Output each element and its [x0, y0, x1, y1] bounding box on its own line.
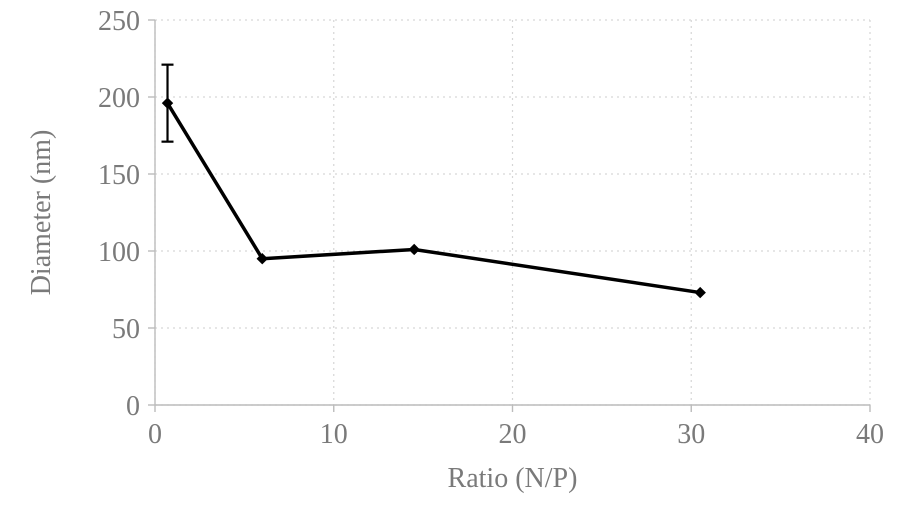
y-tick-label: 250	[98, 6, 140, 37]
y-axis-label: Diameter (nm)	[26, 130, 57, 296]
chart-container: 0 10 20 30 40 0 50 100 150 200 250 Ratio (N/P) Diame…	[0, 0, 908, 529]
y-tick-label: 0	[126, 391, 140, 422]
x-tick-label: 0	[148, 419, 162, 450]
y-tick-label: 100	[98, 237, 140, 268]
x-tick-label: 10	[320, 419, 348, 450]
y-tick-label: 200	[98, 83, 140, 114]
x-tick-label: 20	[499, 419, 527, 450]
line-chart: 0 10 20 30 40 0 50 100 150 200 250 Ratio (N/P) Diame…	[0, 0, 908, 529]
x-tick-label: 40	[856, 419, 884, 450]
x-axis-label: Ratio (N/P)	[448, 463, 578, 494]
y-tick-label: 150	[98, 160, 140, 191]
x-tick-label: 30	[677, 419, 705, 450]
y-tick-label: 50	[112, 314, 140, 345]
